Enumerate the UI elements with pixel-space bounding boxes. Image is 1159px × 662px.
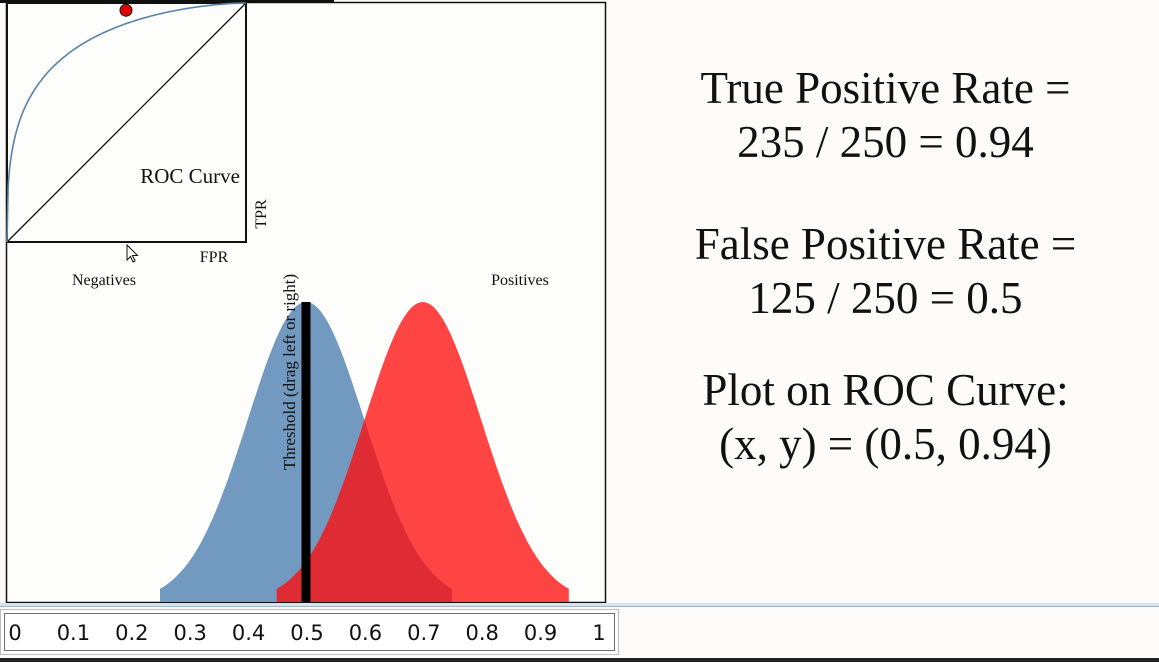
true-positive-rate-block: True Positive Rate = 235 / 250 = 0.94 — [612, 61, 1159, 169]
tpr-heading: True Positive Rate = — [700, 63, 1071, 113]
axis-tick-label: 0.3 — [173, 621, 207, 645]
threshold-axis: 0 0.1 0.2 0.3 0.4 0.5 0.6 0.7 0.8 0.9 1 — [4, 613, 615, 651]
positives-label: Positives — [491, 272, 549, 289]
threshold-handle[interactable] — [301, 302, 311, 602]
roc-x-axis-label: FPR — [200, 249, 229, 266]
roc-diagonal — [6, 2, 247, 243]
axis-tick-label: 0.6 — [348, 621, 383, 645]
tpr-value: 235 / 250 = 0.94 — [737, 117, 1034, 167]
negatives-label: Negatives — [72, 272, 136, 289]
roc-curve-line — [6, 2, 246, 243]
window-bottom-edge — [0, 658, 1159, 662]
axis-tick-label: 0 — [8, 621, 22, 645]
axis-tick-label: 0.5 — [290, 621, 324, 645]
plot-coordinates: (x, y) = (0.5, 0.94) — [719, 419, 1052, 469]
threshold-axis-box: 0 0.1 0.2 0.3 0.4 0.5 0.6 0.7 0.8 0.9 1 — [0, 609, 619, 655]
roc-visualization: Negatives Positives Threshold (drag left… — [0, 0, 608, 604]
axis-tick-label: 0.1 — [56, 621, 91, 645]
separator-bar — [0, 603, 1159, 607]
axis-tick-label: 0.2 — [115, 621, 149, 645]
fpr-heading: False Positive Rate = — [694, 219, 1077, 269]
threshold-label: Threshold (drag left or right) — [280, 274, 299, 470]
false-positive-rate-block: False Positive Rate = 125 / 250 = 0.5 — [612, 217, 1159, 325]
window-top-strip — [0, 0, 334, 3]
plot-heading: Plot on ROC Curve: — [702, 365, 1069, 415]
roc-operating-point — [119, 3, 133, 17]
axis-tick-label: 0.8 — [465, 621, 499, 645]
axis-tick-label: 0.7 — [407, 621, 441, 645]
axis-tick-label: 0.9 — [523, 621, 558, 645]
roc-y-axis-label: TPR — [253, 199, 270, 229]
fpr-value: 125 / 250 = 0.5 — [748, 273, 1023, 323]
axis-tick-label: 0.4 — [231, 621, 266, 645]
roc-curve-title: ROC Curve — [140, 164, 240, 188]
stats-panel: True Positive Rate = 235 / 250 = 0.94 Fa… — [612, 0, 1159, 604]
overlap-region — [276, 420, 452, 602]
plot-point-block: Plot on ROC Curve: (x, y) = (0.5, 0.94) — [612, 363, 1159, 471]
mouse-cursor-icon — [126, 243, 139, 263]
axis-tick-label: 1 — [592, 621, 606, 645]
